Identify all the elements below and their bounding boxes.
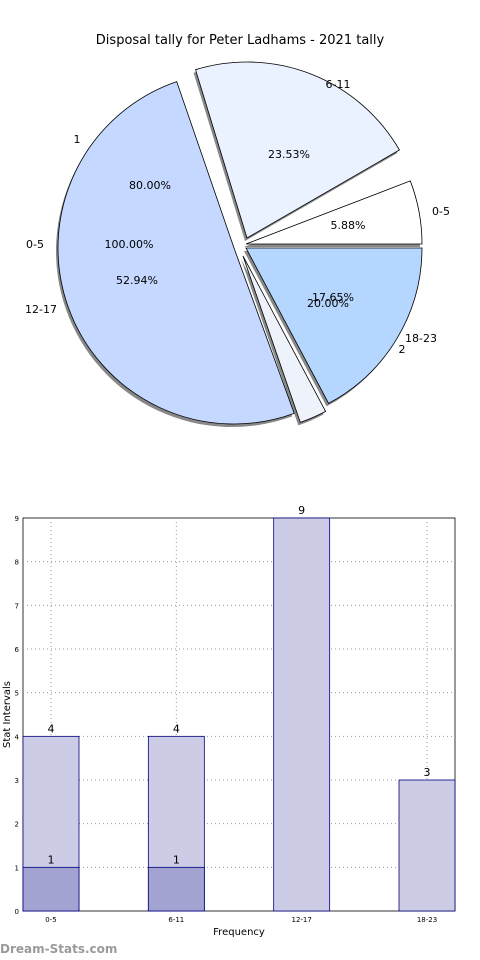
y-axis-label: Stat Intervals (2, 681, 13, 748)
pie-category-label: 0-5 (432, 205, 450, 218)
y-tick-label: 2 (15, 821, 19, 829)
y-tick-label: 5 (15, 690, 19, 698)
x-tick-label: 0-5 (45, 916, 56, 924)
watermark: Dream-Stats.com (0, 942, 118, 956)
pie-inner-percent-label: 52.94% (116, 274, 158, 287)
pie-percent-label: 23.53% (268, 148, 310, 161)
bar-value-label: 4 (173, 722, 180, 735)
bar (398, 779, 456, 912)
pie-inner-percent-label: 100.00% (105, 238, 154, 251)
y-tick-label: 4 (15, 733, 20, 741)
pie-slice-3 (245, 247, 423, 404)
bar-value-label: 4 (48, 722, 55, 735)
pie-percent-label: 20.00% (307, 297, 349, 310)
pie-category-label: 2 (399, 343, 406, 356)
bar (147, 866, 205, 912)
pie-slice-4 (242, 255, 327, 423)
pie-category-label: 6-11 (326, 78, 351, 91)
y-tick-label: 8 (15, 559, 19, 567)
x-tick-label: 6-11 (168, 916, 184, 924)
y-tick-label: 9 (15, 515, 19, 523)
pie-percent-label: 5.88% (331, 219, 366, 232)
y-tick-label: 7 (15, 602, 19, 610)
pie-percent-label: 80.00% (129, 179, 171, 192)
y-tick-label: 0 (15, 908, 19, 916)
bar-value-label: 1 (173, 853, 180, 866)
bar (273, 517, 331, 912)
pie-chart: 6-11 0-5 18-232 1 23.53% 5.88% 17.65%20.00% 80.… (25, 61, 450, 428)
pie-category-label: 18-23 (405, 332, 437, 345)
x-tick-label: 12-17 (291, 916, 311, 924)
bar-value-label: 3 (424, 766, 431, 779)
x-axis-label: Frequency (213, 927, 265, 938)
pie-slice-2 (245, 180, 423, 245)
pie-category-label: 1 (74, 133, 81, 146)
bar-value-label: 1 (48, 853, 55, 866)
pie-inner-category-label: 0-5 (26, 238, 44, 251)
pie-title: Disposal tally for Peter Ladhams - 2021 … (96, 33, 385, 48)
x-tick-label: 18-23 (417, 916, 437, 924)
pie-percent-label: 17.65% (312, 291, 354, 304)
y-tick-label: 1 (15, 864, 19, 872)
plot-area (22, 517, 456, 912)
pie-slice-1 (195, 61, 400, 239)
bar-value-label: 9 (298, 504, 305, 517)
y-tick-label: 3 (15, 777, 19, 785)
bar (22, 866, 80, 912)
pie-slice-5 (57, 81, 295, 425)
y-tick-label: 6 (15, 646, 20, 654)
bar-chart: 0 1 2 3 4 5 6 7 8 9 0-5 6-11 12-17 18-23 4 4 9 3 1 1 Frequen… (2, 504, 456, 938)
pie-inner-category-label: 12-17 (25, 303, 57, 316)
